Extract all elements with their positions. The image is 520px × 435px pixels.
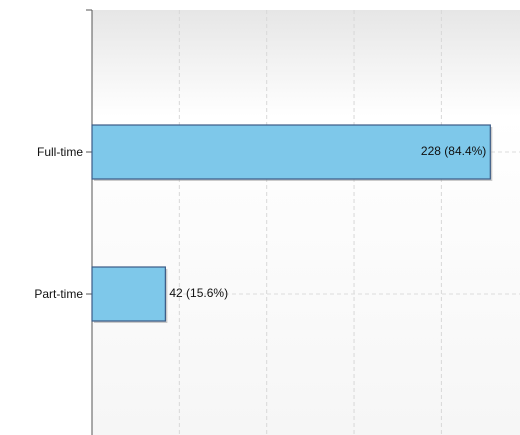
bar bbox=[91, 124, 491, 180]
data-label: 42 (15.6%) bbox=[169, 286, 228, 300]
y-tick-label: Full-time bbox=[37, 145, 83, 159]
y-tick-label: Part-time bbox=[34, 287, 83, 301]
plot-area bbox=[92, 10, 520, 435]
data-label: 228 (84.4%) bbox=[421, 144, 486, 158]
bar bbox=[91, 266, 166, 322]
